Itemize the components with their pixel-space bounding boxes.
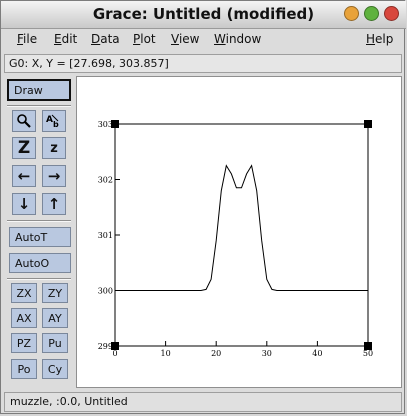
zoom-tool-button[interactable] [12, 110, 36, 132]
chart-svg: 0 10 20 30 40 50 299 300 301 302 303 [77, 77, 401, 387]
x-tick-label: 10 [161, 349, 171, 358]
menu-bar: File Edit Data Plot View Window Help [5, 29, 402, 51]
y-tick-label: 301 [98, 231, 113, 240]
scroll-up-button[interactable]: ↑ [42, 193, 66, 215]
maximize-button[interactable] [364, 6, 379, 21]
pu-button[interactable]: Pu [42, 333, 68, 353]
x-tick-label: 30 [262, 349, 272, 358]
menu-data[interactable]: Data [91, 32, 120, 46]
menu-file[interactable]: File [17, 32, 37, 46]
x-tick-label: 50 [363, 349, 373, 358]
pz-button[interactable]: PZ [11, 333, 37, 353]
y-tick-label: 303 [98, 120, 113, 129]
selection-handle[interactable] [364, 120, 372, 128]
scroll-left-button[interactable]: ← [12, 165, 36, 187]
magnifier-icon [16, 113, 32, 129]
x-tick-label: 0 [112, 349, 117, 358]
menu-plot[interactable]: Plot [133, 32, 156, 46]
svg-text:b: b [53, 120, 59, 129]
plot-canvas[interactable]: 0 10 20 30 40 50 299 300 301 302 303 [76, 76, 402, 388]
y-tick-label: 299 [98, 342, 113, 351]
toolbar-separator [7, 220, 71, 222]
svg-text:A: A [46, 115, 53, 125]
scroll-right-button[interactable]: → [42, 165, 66, 187]
draw-button[interactable]: Draw [7, 79, 71, 101]
plot-frame [115, 124, 368, 346]
ay-button[interactable]: AY [42, 308, 68, 328]
autot-button[interactable]: AutoT [9, 227, 71, 247]
y-tick-label: 302 [98, 176, 113, 185]
series-line [115, 166, 368, 291]
title-bar[interactable]: Grace: Untitled (modified) [1, 1, 406, 29]
toolbar-separator [7, 105, 71, 107]
close-button[interactable] [384, 6, 399, 21]
cy-button[interactable]: Cy [42, 359, 68, 379]
autoo-button[interactable]: AutoO [9, 253, 71, 273]
menu-edit[interactable]: Edit [54, 32, 77, 46]
zoom-out-button[interactable]: z [42, 137, 66, 159]
toolbar-separator [7, 278, 71, 280]
menu-window[interactable]: Window [214, 32, 261, 46]
menu-help[interactable]: Help [366, 32, 393, 46]
zoom-in-button[interactable]: Z [12, 137, 36, 159]
x-tick-label: 40 [312, 349, 322, 358]
tool-panel: Draw A b Z z ← → ↓ ↑ AutoT AutoO ZX ZY A… [5, 76, 73, 388]
y-tick-label: 300 [98, 287, 113, 296]
scroll-down-button[interactable]: ↓ [12, 193, 36, 215]
text-tool-icon: A b [45, 113, 63, 129]
ax-button[interactable]: AX [11, 308, 37, 328]
zy-button[interactable]: ZY [42, 283, 68, 303]
po-button[interactable]: Po [11, 359, 37, 379]
minimize-button[interactable] [344, 6, 359, 21]
selection-handle[interactable] [111, 342, 119, 350]
x-tick-label: 20 [211, 349, 221, 358]
status-bar: muzzle, :0.0, Untitled [4, 392, 402, 412]
selection-handle[interactable] [111, 120, 119, 128]
selection-handle[interactable] [364, 342, 372, 350]
menu-view[interactable]: View [171, 32, 199, 46]
coordinate-readout: G0: X, Y = [27.698, 303.857] [4, 54, 402, 73]
text-tool-button[interactable]: A b [42, 110, 66, 132]
zx-button[interactable]: ZX [11, 283, 37, 303]
